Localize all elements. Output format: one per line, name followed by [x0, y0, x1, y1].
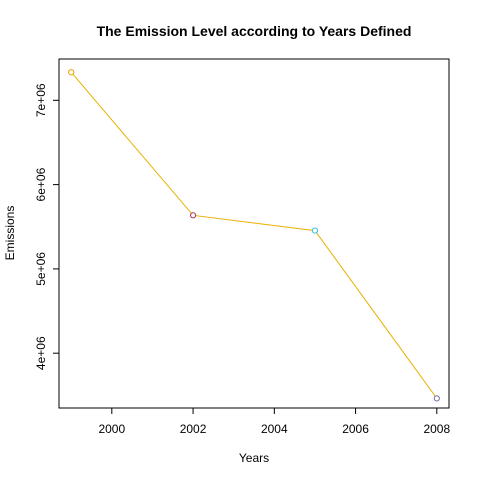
emissions-line — [70, 71, 438, 399]
data-point-2002 — [189, 212, 197, 219]
y-axis: 4e+06 5e+06 6e+06 7e+06 — [34, 83, 59, 370]
data-point-2005 — [311, 227, 319, 234]
y-tick-label: 6e+06 — [34, 167, 48, 201]
x-tick-label: 2000 — [98, 422, 125, 436]
y-tick-label: 5e+06 — [34, 252, 48, 286]
y-tick-label: 4e+06 — [34, 336, 48, 370]
data-point-1999 — [68, 69, 75, 76]
emissions-series — [68, 69, 440, 402]
y-tick-label: 7e+06 — [34, 83, 48, 117]
chart-title: The Emission Level according to Years De… — [97, 23, 412, 39]
x-tick-label: 2008 — [423, 422, 450, 436]
plot-frame — [58, 58, 450, 409]
y-axis-label: Emissions — [3, 206, 17, 261]
x-tick-label: 2002 — [180, 422, 207, 436]
data-point-2008 — [433, 395, 440, 402]
x-axis-label: Years — [239, 451, 269, 465]
x-tick-label: 2004 — [261, 422, 288, 436]
x-axis: 2000 2002 2004 2006 2008 — [98, 408, 450, 436]
x-tick-label: 2006 — [342, 422, 369, 436]
